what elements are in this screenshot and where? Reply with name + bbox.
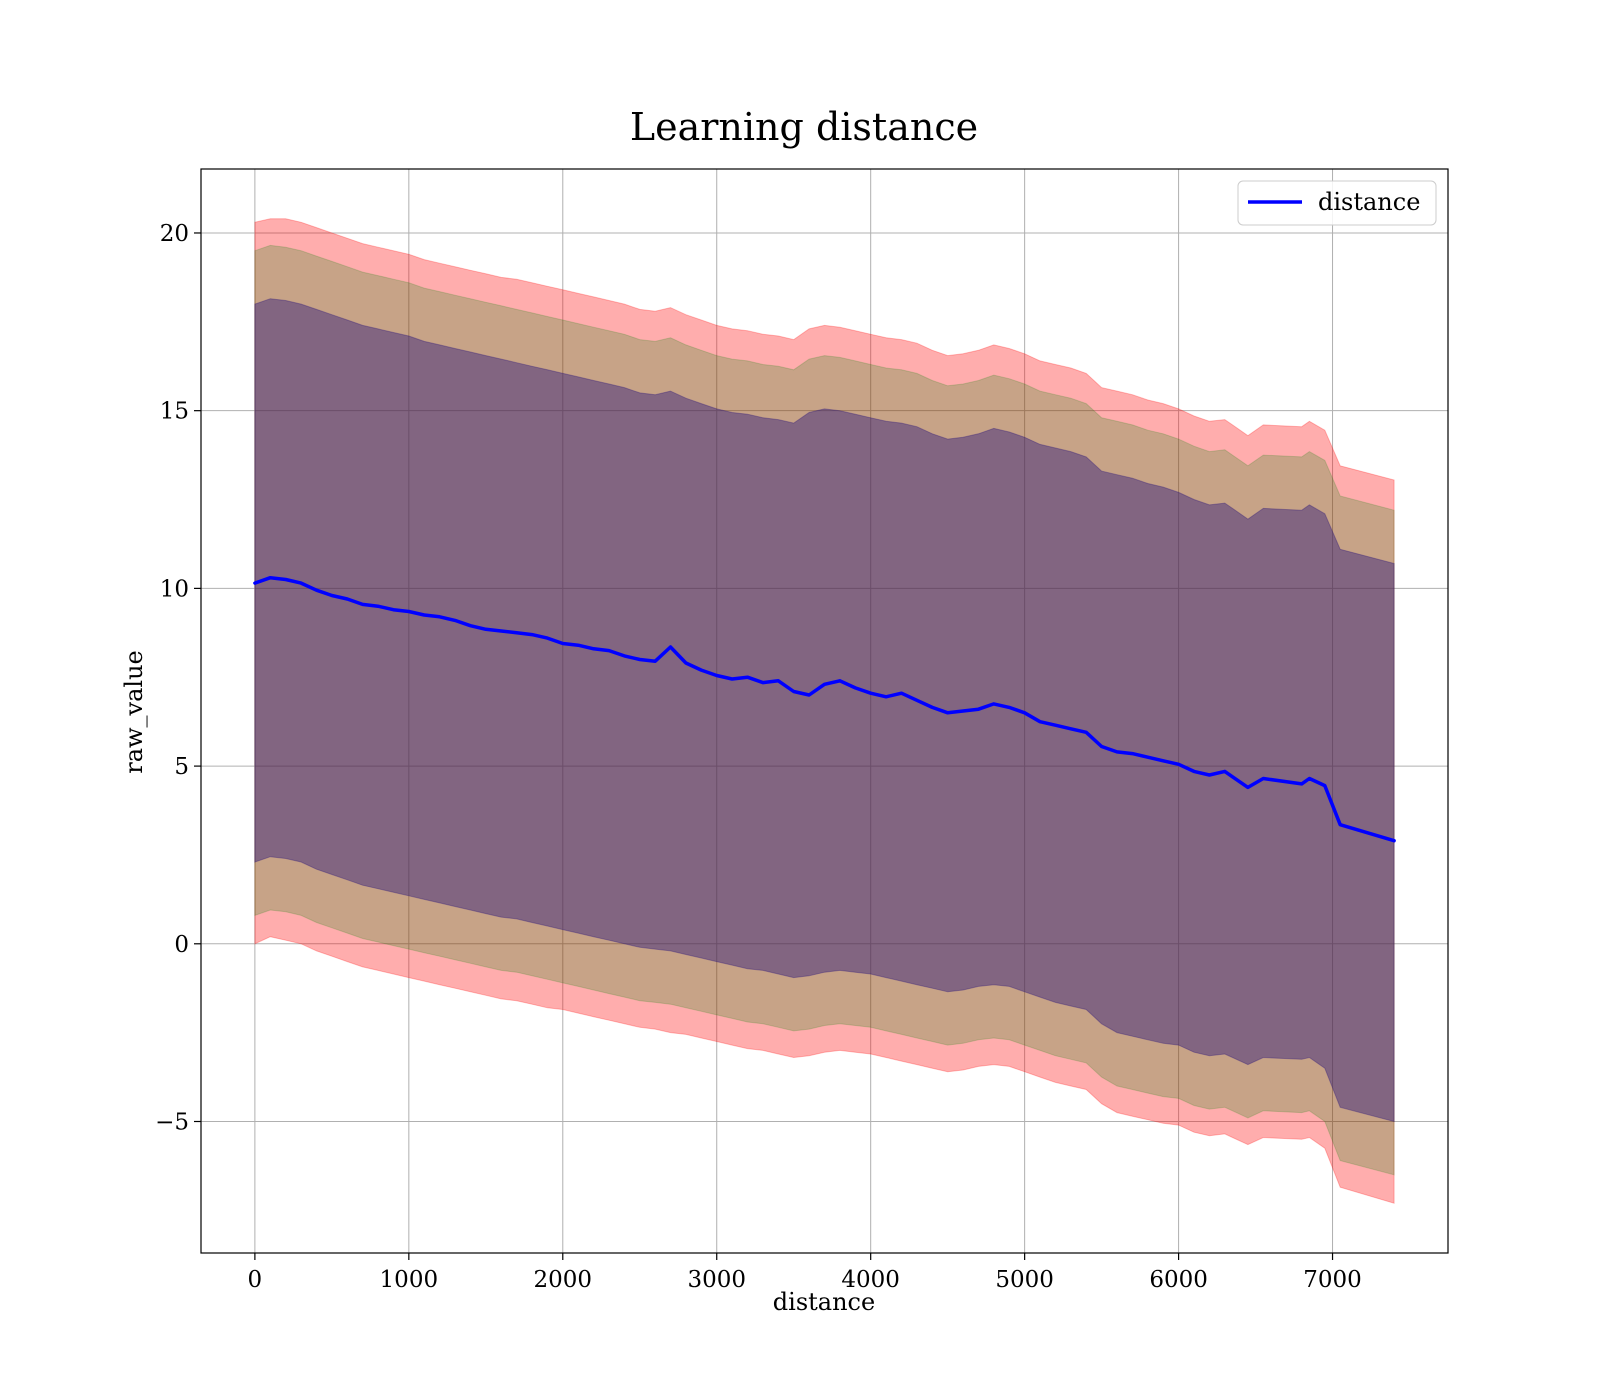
x-tick-label: 2000: [534, 1267, 593, 1293]
y-tick-label: 5: [174, 754, 189, 780]
legend: distance: [1237, 180, 1437, 226]
legend-label-distance: distance: [1318, 188, 1420, 216]
x-tick-label: 4000: [841, 1267, 900, 1293]
x-axis-label: distance: [773, 1288, 875, 1316]
chart-title: Learning distance: [630, 105, 978, 149]
grid: [201, 169, 1448, 1253]
x-tick-label: 1000: [380, 1267, 439, 1293]
plot-area-frame: [200, 168, 1449, 1254]
x-tick-label: 6000: [1149, 1267, 1208, 1293]
x-tick-label: 3000: [687, 1267, 746, 1293]
series-line-distance: [253, 575, 1396, 843]
x-tick-label: 5000: [995, 1267, 1054, 1293]
axis-ticks: 0 1000 2000 3000 4000 5000 6000 7000 −5 0 5 10 15 20: [155, 221, 1362, 1293]
legend-box: [1237, 180, 1437, 226]
confidence-bands: [254, 218, 1395, 1204]
confidence-band-3: [254, 298, 1395, 1123]
x-tick-label: 7000: [1303, 1267, 1362, 1293]
y-tick-label: 0: [174, 932, 189, 958]
y-axis-label: raw_value: [120, 650, 148, 774]
y-tick-label: −5: [155, 1109, 189, 1135]
x-tick-label: 0: [248, 1267, 263, 1293]
y-tick-label: 15: [160, 399, 189, 425]
series-lines: [253, 575, 1396, 843]
y-tick-label: 10: [160, 576, 189, 602]
y-tick-label: 20: [160, 221, 189, 247]
confidence-band-1: [254, 218, 1395, 1204]
confidence-band-2: [254, 244, 1395, 1176]
